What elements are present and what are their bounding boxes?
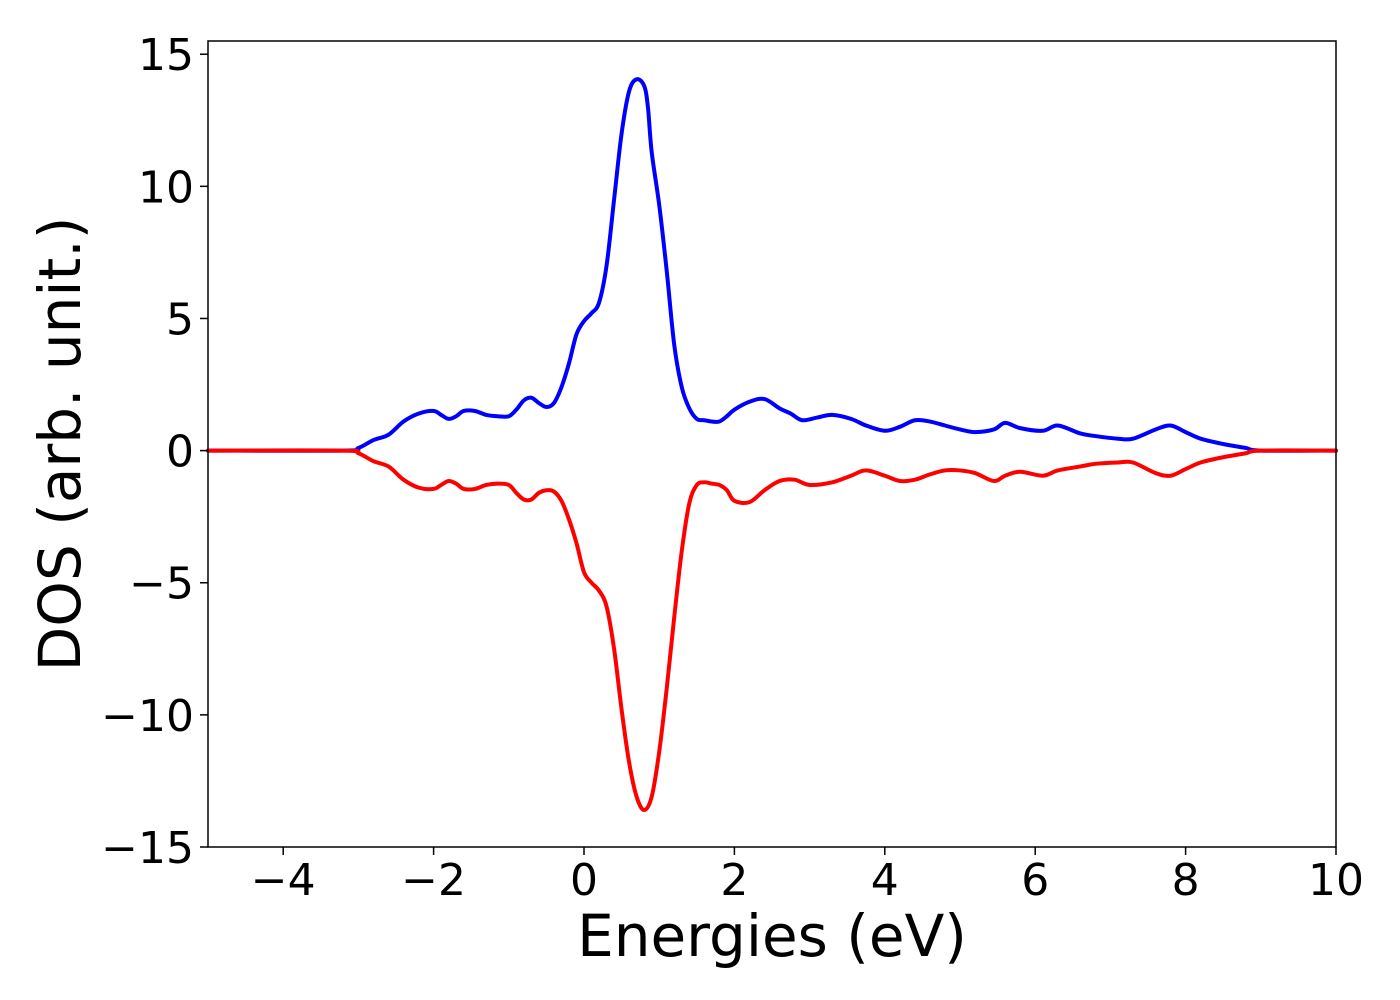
y-tick-label: −10 — [101, 691, 194, 742]
series-line-positive — [206, 77, 1338, 453]
x-tick-label: −2 — [401, 855, 466, 906]
y-tick-label: 0 — [166, 427, 194, 478]
x-axis-label: Energies (eV) — [577, 902, 967, 970]
x-axis-ticks: −4 −2 0 2 4 6 8 10 — [251, 847, 1364, 906]
y-axis-ticks: −15 −10 −5 0 5 10 15 — [101, 30, 208, 874]
x-tick-label: 8 — [1172, 855, 1200, 906]
y-tick-label: 15 — [138, 30, 194, 81]
series-layer — [206, 77, 1338, 812]
y-tick-label: 5 — [166, 294, 194, 345]
x-tick-label: 0 — [570, 855, 598, 906]
plot-frame — [207, 40, 1337, 848]
x-tick-label: 4 — [871, 855, 899, 906]
y-tick-label: −15 — [101, 823, 194, 874]
x-tick-label: 10 — [1308, 855, 1364, 906]
series-line-negative — [206, 448, 1338, 812]
x-tick-label: 6 — [1021, 855, 1049, 906]
y-axis-label: DOS (arb. unit.) — [26, 217, 94, 672]
y-tick-label: 10 — [138, 162, 194, 213]
x-tick-label: −4 — [251, 855, 316, 906]
y-tick-label: −5 — [129, 559, 194, 610]
x-tick-label: 2 — [720, 855, 748, 906]
